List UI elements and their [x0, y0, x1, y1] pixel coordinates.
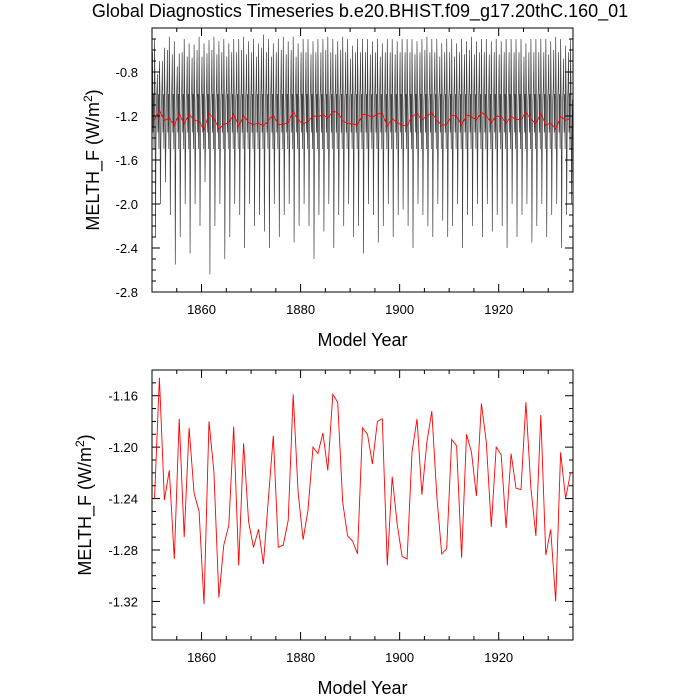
top-ylabel-sup: 2: [81, 95, 95, 102]
y-tick-label: -1.16: [108, 389, 138, 404]
top-y-axis-label: MELTH_F (W/m2): [81, 89, 104, 230]
top-plot-series: [152, 34, 573, 275]
top-ylabel-close: ): [83, 89, 103, 95]
x-tick-label: 1900: [385, 302, 414, 317]
top-tick-labels: 1860 1880 1900 1920 -2.8 -2.4 -2.0 -1.6 -1.2 -0.8: [116, 65, 514, 317]
top-panel: 1860 1880 1900 1920 -2.8 -2.4 -2.0 -1.6 -1.2 -0.8…: [81, 27, 574, 350]
bottom-ylabel-close: ): [75, 434, 95, 440]
x-tick-label: 1860: [187, 650, 216, 665]
y-tick-label: -2.0: [116, 197, 138, 212]
y-tick-label: -1.32: [108, 594, 138, 609]
annual-mean-line: [154, 377, 571, 605]
bottom-plot-frame: [151, 369, 574, 641]
y-tick-label: -1.20: [108, 440, 138, 455]
top-plot-frame: [151, 27, 574, 293]
x-tick-label: 1880: [286, 302, 315, 317]
y-tick-label: -1.28: [108, 543, 138, 558]
bottom-x-axis-label: Model Year: [317, 678, 407, 698]
monthly-series-line: [152, 34, 573, 275]
x-tick-label: 1920: [484, 650, 513, 665]
chart-title: Global Diagnostics Timeseries b.e20.BHIS…: [92, 1, 628, 22]
y-tick-label: -1.24: [108, 492, 138, 507]
x-tick-label: 1900: [385, 650, 414, 665]
bottom-tick-labels: 1860 1880 1900 1920 -1.32 -1.28 -1.24 -1.20 -1.1…: [108, 389, 513, 665]
bottom-plot-series: [154, 377, 571, 605]
annual-mean-line: [154, 109, 571, 131]
y-tick-label: -2.4: [116, 241, 138, 256]
bottom-ylabel-main: MELTH_F (W/m: [75, 447, 96, 576]
y-tick-label: -1.2: [116, 109, 138, 124]
y-tick-label: -2.8: [116, 285, 138, 300]
top-ylabel-main: MELTH_F (W/m: [83, 102, 104, 231]
bottom-panel: 1860 1880 1900 1920 -1.32 -1.28 -1.24 -1.20 -1.1…: [73, 369, 574, 698]
x-tick-label: 1920: [484, 302, 513, 317]
top-x-axis-label: Model Year: [317, 330, 407, 350]
x-tick-label: 1880: [286, 650, 315, 665]
y-tick-label: -1.6: [116, 153, 138, 168]
bottom-y-axis-label: MELTH_F (W/m2): [73, 434, 96, 575]
x-tick-label: 1860: [187, 302, 216, 317]
y-tick-label: -0.8: [116, 65, 138, 80]
bottom-ylabel-sup: 2: [73, 440, 87, 447]
